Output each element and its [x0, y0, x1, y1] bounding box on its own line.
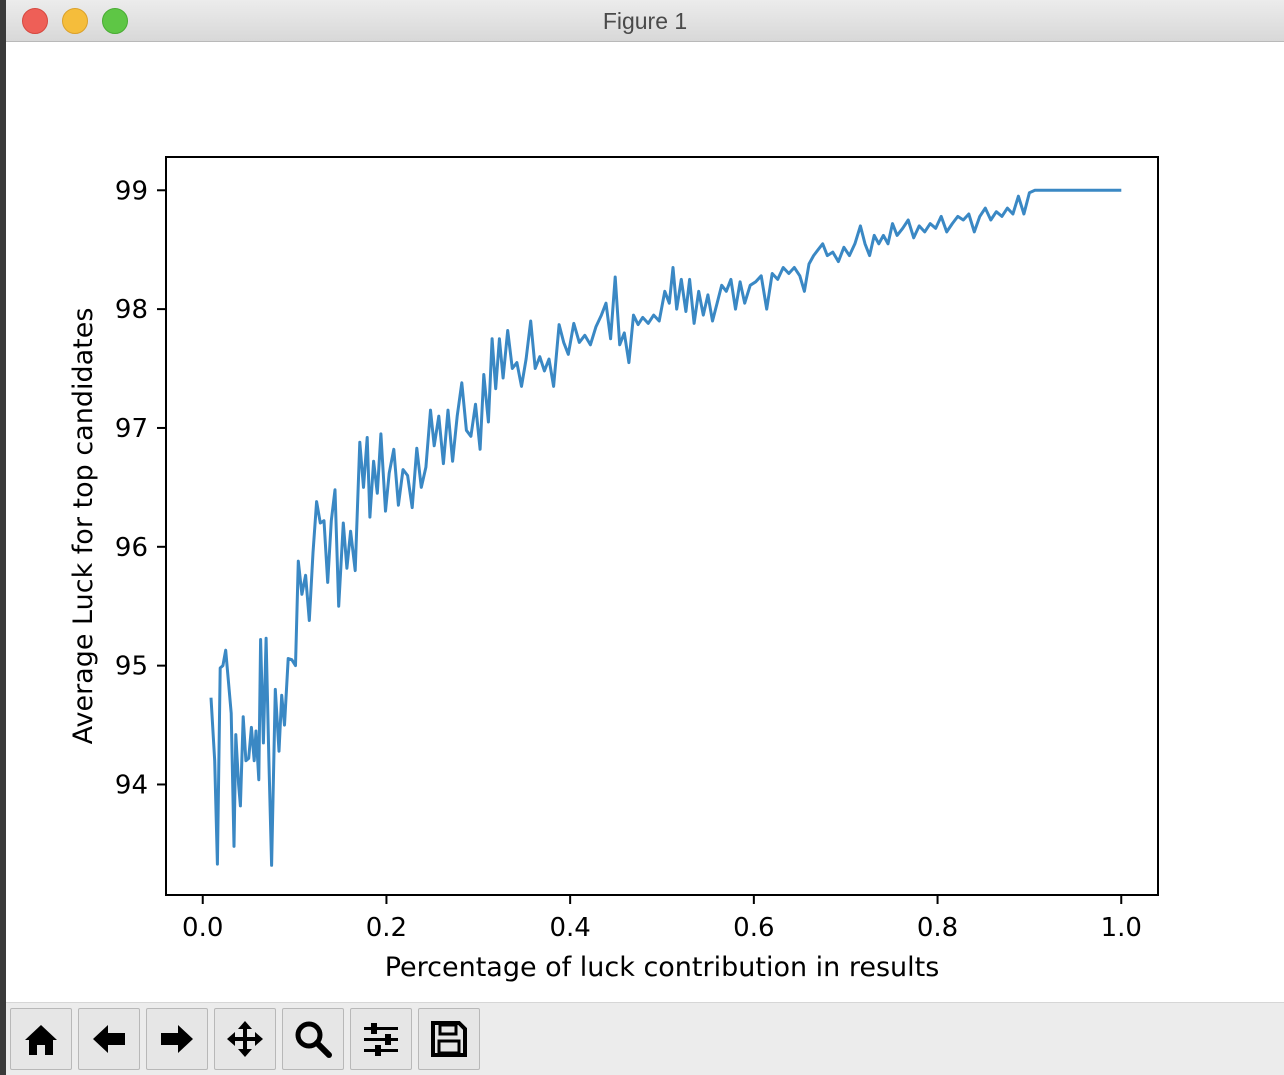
x-tick-label: 0.4: [549, 913, 590, 943]
title-bar: Figure 1: [6, 0, 1284, 42]
configure-subplots-button[interactable]: [350, 1008, 412, 1070]
forward-button[interactable]: [146, 1008, 208, 1070]
close-button[interactable]: [22, 8, 48, 34]
minimize-button[interactable]: [62, 8, 88, 34]
x-axis-ticks: 0.0 0.2 0.4 0.6 0.8 1.0: [182, 895, 1142, 943]
figure-canvas[interactable]: 0.0 0.2 0.4 0.6 0.8 1.0 94 95 96 97 98 99 Percenta…: [6, 42, 1284, 1002]
back-arrow-icon: [93, 1025, 125, 1053]
x-tick-label: 0.2: [366, 913, 407, 943]
line-chart[interactable]: 0.0 0.2 0.4 0.6 0.8 1.0 94 95 96 97 98 99 Percenta…: [6, 42, 1284, 1002]
save-button[interactable]: [418, 1008, 480, 1070]
y-tick-label: 97: [115, 414, 148, 444]
x-tick-label: 0.6: [733, 913, 774, 943]
configure-subplots-icon: [364, 1023, 398, 1056]
zoom-icon: [295, 1021, 332, 1058]
y-tick-label: 96: [115, 533, 148, 563]
navigation-toolbar: [6, 1002, 1284, 1075]
zoom-button[interactable]: [282, 1008, 344, 1070]
y-tick-label: 95: [115, 652, 148, 682]
series-line: [209, 188, 1122, 867]
y-tick-label: 99: [115, 176, 148, 206]
window-title: Figure 1: [602, 8, 688, 34]
save-icon: [431, 1021, 467, 1057]
pan-icon: [227, 1021, 263, 1057]
zoom-window-button[interactable]: [102, 8, 128, 34]
figure-window: Figure 1 0.0 0.2 0.4 0.6 0.8 1.0 94 95 96 97 98 99…: [6, 0, 1284, 1075]
y-axis-label: Average Luck for top candidates: [68, 308, 99, 745]
pan-button[interactable]: [214, 1008, 276, 1070]
axes-frame: [165, 156, 1159, 896]
back-button[interactable]: [78, 1008, 140, 1070]
home-icon: [25, 1025, 57, 1055]
x-tick-label: 0.0: [182, 913, 223, 943]
x-tick-label: 0.8: [917, 913, 958, 943]
y-tick-label: 98: [115, 295, 148, 325]
home-button[interactable]: [10, 1008, 72, 1070]
y-tick-label: 94: [115, 770, 148, 800]
x-tick-label: 1.0: [1101, 913, 1142, 943]
forward-arrow-icon: [161, 1025, 193, 1053]
x-axis-label: Percentage of luck contribution in resul…: [385, 952, 940, 983]
y-axis-ticks: 94 95 96 97 98 99: [115, 176, 166, 800]
